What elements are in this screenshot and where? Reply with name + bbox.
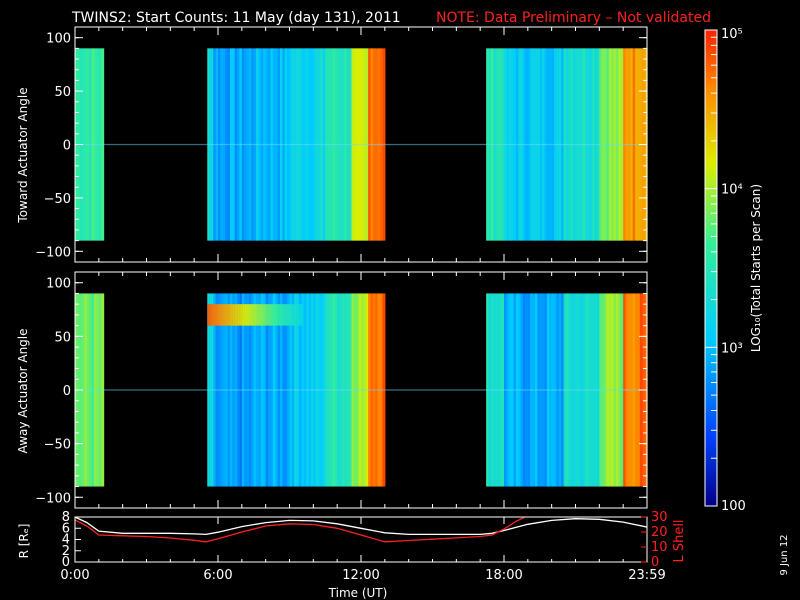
mid-bright-band [254,304,258,326]
l-shell-line [75,517,527,543]
time-axis-label: Time (UT) [328,586,388,600]
mid-bright-band [300,304,304,326]
mid-bright-band [262,304,266,326]
mid-bright-band [247,304,251,326]
orbit-left-tick-label: 0 [62,555,70,570]
figure-title: TWINS2: Start Counts: 11 May (day 131), … [71,10,401,26]
mid-bright-band [285,304,289,326]
mid-bright-band [240,304,244,326]
mid-bright-band [223,304,227,326]
colorbar-tick-label: 10³ [721,341,743,356]
date-stamp: 9 Jun 12 [779,534,790,575]
mid-ytick-label: 100 [46,277,71,292]
mid-bright-band [274,304,277,326]
mid-bright-band [266,304,270,326]
orbit-left-ylabel: R [Rₑ] [17,524,31,559]
mid-bright-band [257,304,261,326]
mid-bright-band [219,304,223,326]
mid-bright-band [293,304,297,326]
mid-bright-band [288,304,292,326]
orbit-right-tick-label: 0 [651,555,659,570]
colorbar-tick-label: 10⁵ [721,27,743,42]
mid-bright-band [252,304,256,326]
top-ytick-label: 0 [63,139,71,154]
top-ytick-label: −50 [44,192,71,207]
mid-bright-band [231,304,235,326]
colorbar-tick-label: 10⁴ [721,183,743,198]
mid-bright-band [295,304,299,326]
top-ytick-label: 50 [54,85,71,100]
orbit-right-tick-label: 10 [651,540,668,555]
time-tick-label: 12:00 [342,568,379,583]
away-angle-panel: 100 50 0 −50 −100 [35,271,648,509]
mid-ytick-label: −100 [35,491,71,506]
mid-bright-band [216,304,220,326]
preliminary-note: NOTE: Data Preliminary – Not validated [436,10,711,26]
colorbar-tick-label: 100 [721,499,746,514]
mid-bright-band [259,304,263,326]
time-tick-label: 6:00 [203,568,232,583]
orbit-left-tick-label: 2 [62,544,70,559]
mid-bright-band [209,304,213,326]
mid-bright-band [276,304,280,326]
mid-bright-band [235,304,239,326]
top-panel-ylabel: Toward Actuator Angle [16,87,30,223]
toward-angle-panel: 100 50 0 −50 −100 [35,26,648,263]
mid-bright-band [264,304,268,326]
time-tick-label: 18:00 [485,568,522,583]
top-ytick-label: 100 [46,32,71,47]
mid-bright-band [212,304,216,326]
mid-bright-band [214,304,218,326]
mid-ytick-label: −50 [44,438,71,453]
colorbar [704,29,718,507]
mid-bright-band [228,304,232,326]
mid-bright-band [278,304,282,326]
mid-bright-band [281,304,285,326]
orbit-left-tick-label: 8 [62,510,70,525]
mid-bright-band [233,304,237,326]
time-tick-label: 23:59 [628,568,665,583]
middle-panel-ylabel: Away Actuator Angle [16,328,30,453]
mid-bright-band [207,304,211,326]
orbit-left-tick-label: 4 [62,533,70,548]
mid-bright-band [290,304,294,326]
mid-bright-band [238,304,242,326]
colorbar-ticks: 10⁵ 10⁴ 10³ 100 [705,27,746,514]
orbit-right-tick-label: 30 [651,510,668,525]
mid-ytick-label: 0 [63,384,71,399]
orbit-left-tick-label: 6 [62,521,70,536]
orbit-right-ylabel: L Shell [672,519,687,562]
mid-bright-band [221,304,225,326]
mid-bright-band [245,304,249,326]
mid-ytick-label: 50 [54,330,71,345]
top-ytick-label: −100 [35,245,71,260]
time-tick-label: 0:00 [60,568,89,583]
mid-bright-band [283,304,287,326]
mid-bright-band [271,304,275,326]
mid-bright-band [250,304,254,326]
mid-bright-band [297,304,301,326]
mid-bright-band [243,304,246,326]
r-distance-line [75,517,647,536]
colorbar-label: LOG₁₀(Total Starts per Scan) [749,184,763,352]
orbit-right-tick-label: 20 [651,525,668,540]
mid-bright-band [226,304,230,326]
mid-bright-band [269,304,273,326]
